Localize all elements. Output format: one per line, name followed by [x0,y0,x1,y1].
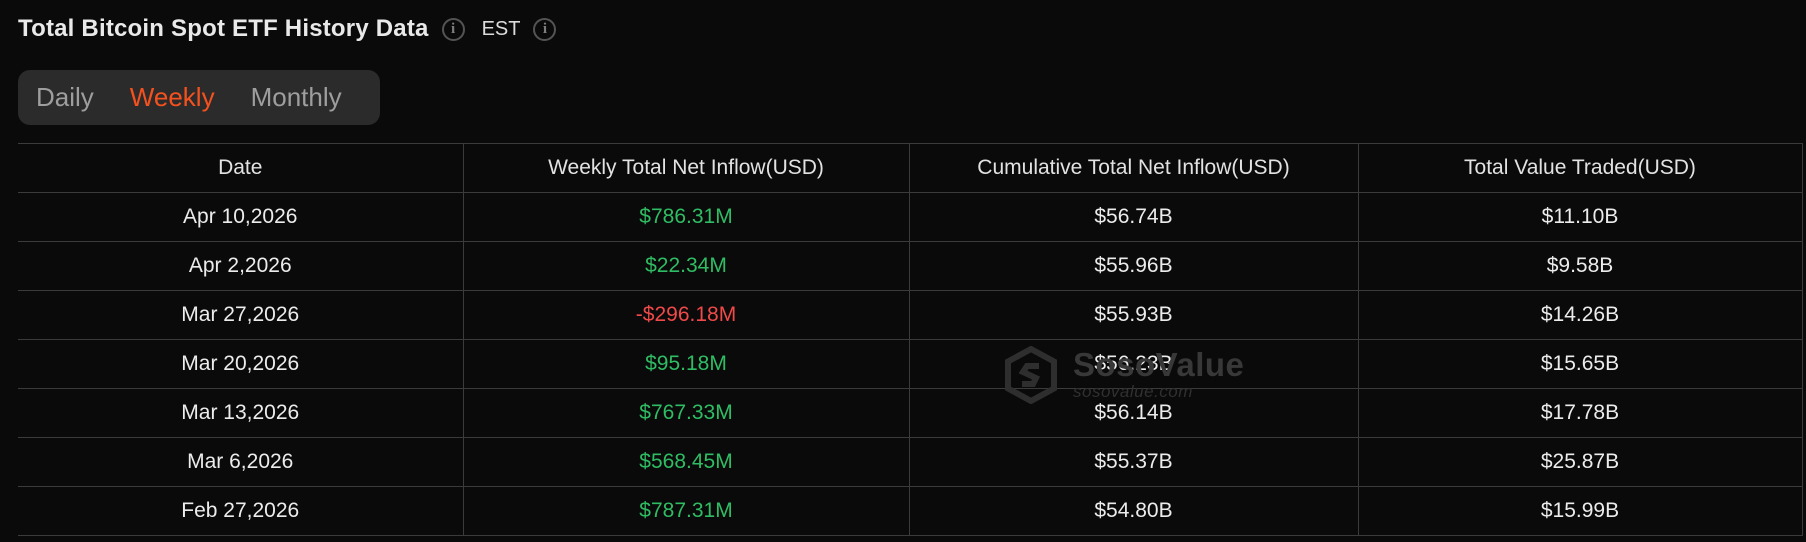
cell-date: Mar 20,2026 [18,339,464,389]
tab-daily[interactable]: Daily [36,82,94,112]
cell-date: Mar 27,2026 [18,290,464,340]
tab-weekly[interactable]: Weekly [129,82,215,112]
column-header: Weekly Total Net Inflow(USD) [463,143,910,193]
cell-cumulative-net-inflow: $56.74B [909,192,1359,242]
page-title: Total Bitcoin Spot ETF History Data [18,15,429,42]
cell-cumulative-net-inflow: $55.96B [909,241,1359,291]
cell-total-value-traded: $25.87B [1358,437,1803,487]
column-header: Total Value Traded(USD) [1358,143,1803,193]
table-header: Date Weekly Total Net Inflow(USD) Cumulati… [18,143,1803,193]
cell-total-value-traded: $17.78B [1358,388,1803,438]
tab-monthly[interactable]: Monthly [250,82,342,112]
cell-weekly-net-inflow: $568.45M [463,437,910,487]
table-row: Mar 13,2026 $767.33M $56.14B $17.78B [18,388,1803,438]
cell-date: Feb 27,2026 [18,486,464,536]
table-wrap: Date Weekly Total Net Inflow(USD) Cumulati… [18,143,1803,536]
timezone-info-icon[interactable] [533,17,557,41]
table-row: Apr 10,2026 $786.31M $56.74B $11.10B [18,192,1803,242]
etf-history-table: Date Weekly Total Net Inflow(USD) Cumulati… [18,143,1803,536]
cell-total-value-traded: $14.26B [1358,290,1803,340]
table-body: Apr 10,2026 $786.31M $56.74B $11.10B Apr… [18,192,1803,536]
cell-weekly-net-inflow: $95.18M [463,339,910,389]
title-info-icon[interactable] [441,17,465,41]
timezone-label: EST [481,17,521,40]
cell-weekly-net-inflow: -$296.18M [463,290,910,340]
cell-weekly-net-inflow: $767.33M [463,388,910,438]
cell-cumulative-net-inflow: $55.93B [909,290,1359,340]
table-row: Feb 27,2026 $787.31M $54.80B $15.99B [18,486,1803,536]
cell-total-value-traded: $9.58B [1358,241,1803,291]
cell-date: Mar 13,2026 [18,388,464,438]
cell-date: Mar 6,2026 [18,437,464,487]
period-tabs: Daily Weekly Monthly [18,70,380,125]
cell-date: Apr 10,2026 [18,192,464,242]
cell-cumulative-net-inflow: $55.37B [909,437,1359,487]
cell-cumulative-net-inflow: $56.14B [909,388,1359,438]
table-row: Mar 6,2026 $568.45M $55.37B $25.87B [18,437,1803,487]
title-row: Total Bitcoin Spot ETF History Data EST [18,14,557,44]
column-header: Date [18,143,464,193]
cell-total-value-traded: $15.65B [1358,339,1803,389]
cell-weekly-net-inflow: $786.31M [463,192,910,242]
column-header: Cumulative Total Net Inflow(USD) [909,143,1359,193]
cell-cumulative-net-inflow: $56.23B [909,339,1359,389]
table-header-row: Date Weekly Total Net Inflow(USD) Cumulati… [18,143,1803,193]
table-row: Apr 2,2026 $22.34M $55.96B $9.58B [18,241,1803,291]
cell-date: Apr 2,2026 [18,241,464,291]
table-row: Mar 27,2026 -$296.18M $55.93B $14.26B [18,290,1803,340]
cell-weekly-net-inflow: $787.31M [463,486,910,536]
cell-total-value-traded: $15.99B [1358,486,1803,536]
cell-weekly-net-inflow: $22.34M [463,241,910,291]
cell-cumulative-net-inflow: $54.80B [909,486,1359,536]
cell-total-value-traded: $11.10B [1358,192,1803,242]
table-row: Mar 20,2026 $95.18M $56.23B $15.65B [18,339,1803,389]
